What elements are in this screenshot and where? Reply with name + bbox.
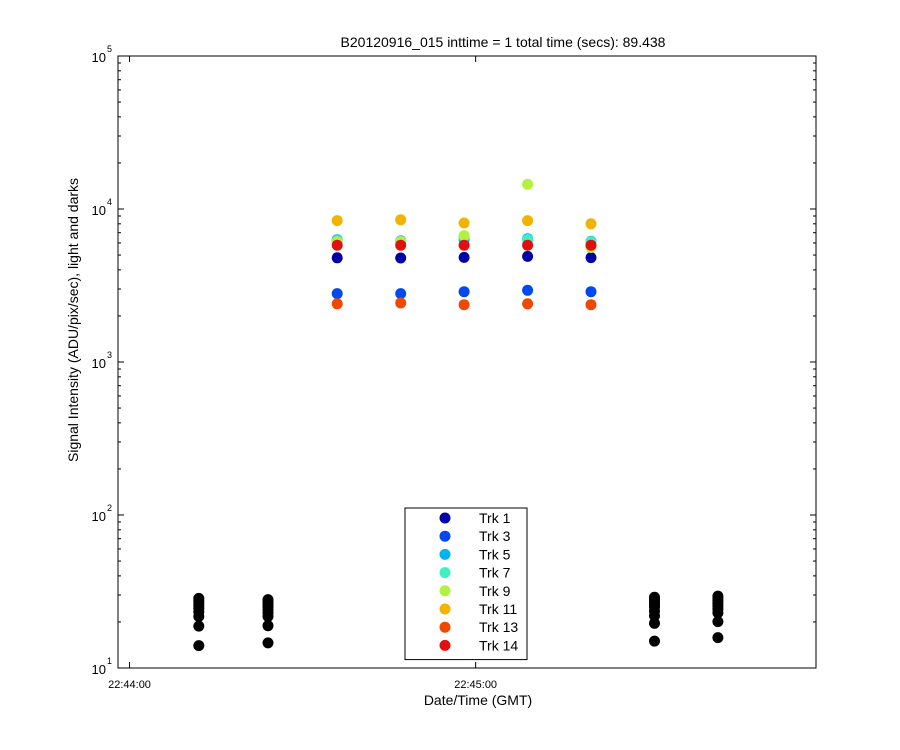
data-point [458,251,470,263]
chart-title: B20120916_015 inttime = 1 total time (se… [341,34,666,50]
data-point [395,288,407,300]
legend-marker [439,548,451,560]
data-point [522,284,534,296]
data-point [262,637,274,649]
y-tick-label: 10 [92,509,106,524]
x-tick-label: 22:45:00 [454,679,497,691]
legend-marker [439,567,451,579]
data-point [193,640,205,652]
data-point [458,217,470,229]
legend-marker [439,603,451,615]
legend-label: Trk 11 [479,601,517,617]
data-point [522,298,534,310]
data-point [649,617,660,629]
legend-marker [439,639,451,651]
data-points [193,178,724,652]
data-point [193,611,205,622]
data-point [585,218,597,230]
legend-label: Trk 13 [479,619,518,635]
legend-label: Trk 9 [479,583,511,599]
legend-label: Trk 7 [479,565,511,581]
legend-label: Trk 14 [479,637,518,653]
data-point [458,239,470,251]
data-point [712,616,724,628]
y-tick-exponent: 1 [107,656,112,666]
data-point [262,620,274,632]
y-tick-label: 10 [92,203,106,218]
y-tick-label: 10 [92,356,106,371]
legend-label: Trk 3 [479,528,511,544]
legend: Trk 1 Trk 3 Trk 5 Trk 7 Trk 9 Trk 11 Trk 13 Trk… [404,507,528,661]
data-point [522,178,534,190]
data-point [331,298,343,310]
data-point [585,252,597,264]
data-point [522,215,534,227]
x-tick-label: 22:44:00 [108,679,151,691]
legend-label: Trk 5 [479,546,511,562]
y-tick-label: 10 [92,662,106,677]
data-point [585,286,597,298]
y-tick-exponent: 3 [107,350,112,360]
data-point [395,297,407,309]
data-point [395,252,407,264]
data-point [331,252,343,264]
data-point [193,620,205,632]
data-point [458,299,470,311]
data-point [331,215,343,227]
data-point [712,632,724,644]
legend-box [404,507,528,661]
legend-marker [439,530,451,542]
legend-marker [439,621,451,633]
data-point [331,239,343,251]
legend-marker [439,585,451,597]
y-tick-exponent: 4 [107,197,112,207]
data-point [395,239,407,251]
data-point [262,611,274,622]
data-point [458,286,470,298]
data-point [522,250,534,262]
data-point [522,239,534,251]
data-point [331,288,343,300]
data-point [395,214,407,226]
x-axis-label: Date/Time (GMT) [424,692,532,708]
data-point [649,635,660,647]
data-point [712,607,724,619]
y-tick-exponent: 2 [107,503,112,513]
data-point [585,299,597,311]
y-tick-label: 10 [92,50,106,65]
y-axis-label: Signal Intensity (ADU/pix/sec), light an… [65,178,81,462]
y-tick-exponent: 5 [107,44,112,54]
legend-marker [439,512,451,524]
legend-label: Trk 1 [479,510,511,526]
data-point [458,230,470,242]
data-point [585,239,597,251]
